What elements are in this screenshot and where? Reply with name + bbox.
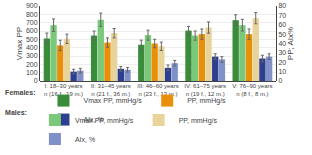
svg-text:Vmax PP, mmHg/s: Vmax PP, mmHg/s [83, 97, 142, 105]
svg-text:AIx, %: AIx, % [75, 136, 95, 143]
svg-text:700: 700 [26, 19, 38, 26]
html-text:n (16 f., 19 m.): n (16 f., 19 m.) [44, 90, 84, 97]
svg-text:60: 60 [278, 21, 286, 28]
svg-text:IV: 61–75 yearsn (19 f., 12 m.: IV: 61–75 yearsn (19 f., 12 m.) [184, 83, 226, 97]
svg-text:100: 100 [26, 69, 38, 76]
svg-text:40: 40 [278, 40, 286, 47]
svg-text:30: 30 [278, 49, 286, 56]
svg-text:PP; AIx%: PP; AIx% [286, 27, 295, 60]
svg-text:70: 70 [278, 12, 286, 19]
svg-text:II: 31–45 yearsn (21 f., 36 m.: II: 31–45 yearsn (21 f., 36 m.) [91, 83, 131, 97]
html-text:III: 46–60 years: III: 46–60 years [137, 83, 179, 89]
svg-text:PP, mmHg/s: PP, mmHg/s [187, 97, 226, 105]
svg-text:80: 80 [278, 2, 286, 9]
svg-text:PP, mmHg/s: PP, mmHg/s [179, 117, 218, 125]
svg-text:50: 50 [278, 31, 286, 38]
svg-text:10: 10 [278, 68, 286, 75]
svg-text:20: 20 [278, 59, 286, 66]
svg-text:900: 900 [26, 2, 38, 9]
svg-text:Males:: Males: [5, 109, 27, 116]
svg-text:800: 800 [26, 11, 38, 18]
svg-text:300: 300 [26, 52, 38, 59]
html-text:I: 18–30 years: I: 18–30 years [44, 83, 83, 89]
svg-text:600: 600 [26, 27, 38, 34]
svg-text:Females:: Females: [5, 89, 35, 96]
svg-text:400: 400 [26, 44, 38, 51]
svg-text:V: 76–90 yearsn (8 f., 8 m.): V: 76–90 yearsn (8 f., 8 m.) [232, 83, 272, 97]
svg-text:Vmax PP, mmHg/s: Vmax PP, mmHg/s [75, 117, 134, 125]
svg-text:500: 500 [26, 36, 38, 43]
svg-text:0: 0 [278, 77, 282, 84]
html-text:n (23 f., 13 m.): n (23 f., 13 m.) [138, 90, 178, 97]
svg-text:0: 0 [34, 77, 38, 84]
svg-text:Vmax PP: Vmax PP [15, 27, 24, 60]
svg-text:200: 200 [26, 61, 38, 68]
